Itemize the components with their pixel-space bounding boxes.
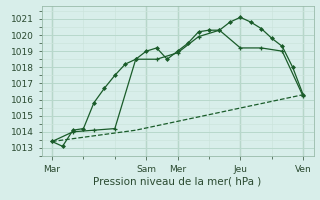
X-axis label: Pression niveau de la mer( hPa ): Pression niveau de la mer( hPa ) — [93, 177, 262, 187]
